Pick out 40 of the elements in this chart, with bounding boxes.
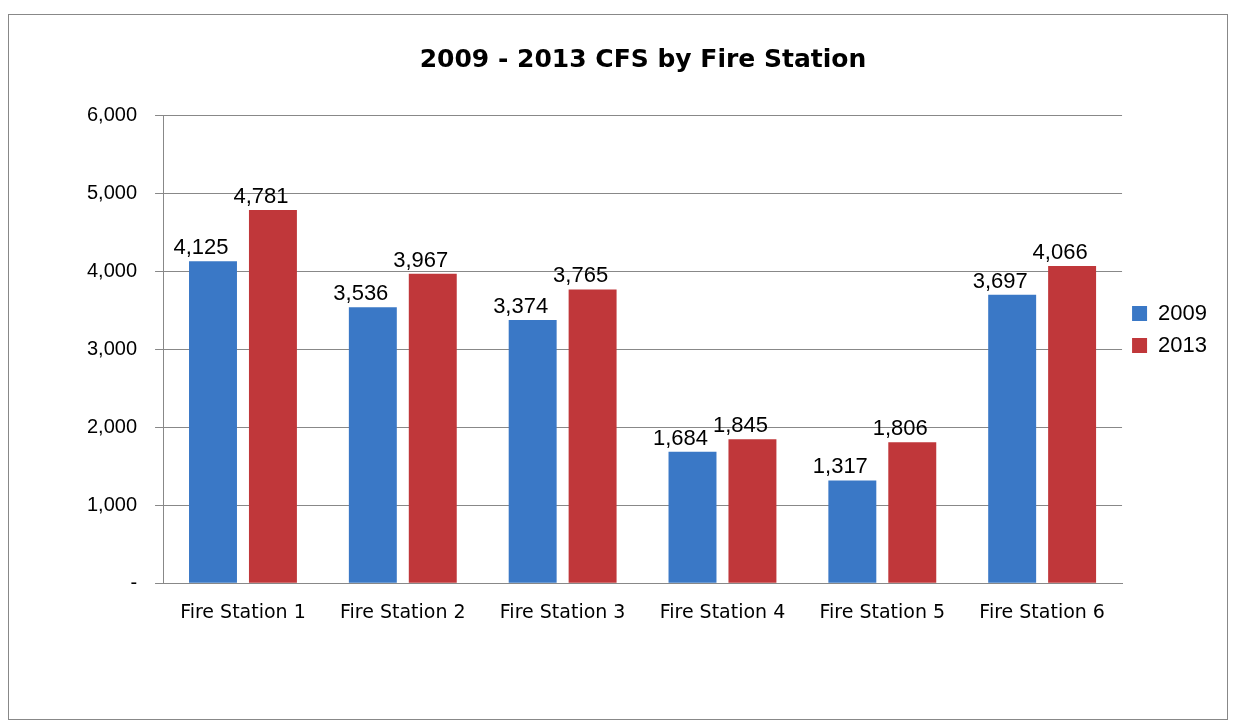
bar xyxy=(348,307,397,583)
bar xyxy=(888,442,937,583)
y-tick-label: - xyxy=(130,570,138,593)
y-tick-label: 2,000 xyxy=(86,414,138,437)
data-label: 3,536 xyxy=(333,280,389,306)
x-tick-label: Fire Station 1 xyxy=(180,599,306,622)
data-label: 4,066 xyxy=(1032,238,1088,264)
bar xyxy=(568,289,617,583)
data-label: 4,781 xyxy=(233,183,289,209)
bar xyxy=(189,261,237,583)
chart-title: 2009 - 2013 CFS by Fire Station xyxy=(419,43,867,73)
bar xyxy=(728,439,777,583)
data-label: 1,845 xyxy=(712,412,768,438)
bar xyxy=(668,451,717,583)
x-tick-label: Fire Station 6 xyxy=(979,599,1105,622)
data-label: 3,967 xyxy=(393,246,449,272)
x-tick-label: Fire Station 5 xyxy=(819,599,946,622)
bar xyxy=(828,480,877,583)
x-tick-label: Fire Station 3 xyxy=(499,599,626,622)
x-tick-label: Fire Station 4 xyxy=(659,599,786,622)
data-label: 3,374 xyxy=(493,292,549,318)
bar xyxy=(408,273,457,583)
y-tick-label: 5,000 xyxy=(86,180,138,203)
x-tick-label: Fire Station 2 xyxy=(339,599,466,622)
bar xyxy=(508,319,557,583)
legend-label: 2009 xyxy=(1158,299,1208,325)
legend-label: 2013 xyxy=(1158,331,1208,357)
bar xyxy=(1048,265,1097,583)
y-tick-label: 4,000 xyxy=(86,258,138,281)
data-label: 3,697 xyxy=(972,267,1028,293)
bar xyxy=(988,294,1037,583)
data-label: 1,317 xyxy=(812,453,868,479)
y-tick-label: 1,000 xyxy=(86,492,138,515)
data-label: 1,806 xyxy=(872,415,928,441)
data-label: 4,125 xyxy=(173,234,229,260)
bar xyxy=(248,210,297,583)
data-label: 1,684 xyxy=(652,424,709,450)
data-label: 3,765 xyxy=(553,262,609,288)
y-tick-label: 3,000 xyxy=(86,336,138,359)
y-tick-label: 6,000 xyxy=(86,102,138,125)
